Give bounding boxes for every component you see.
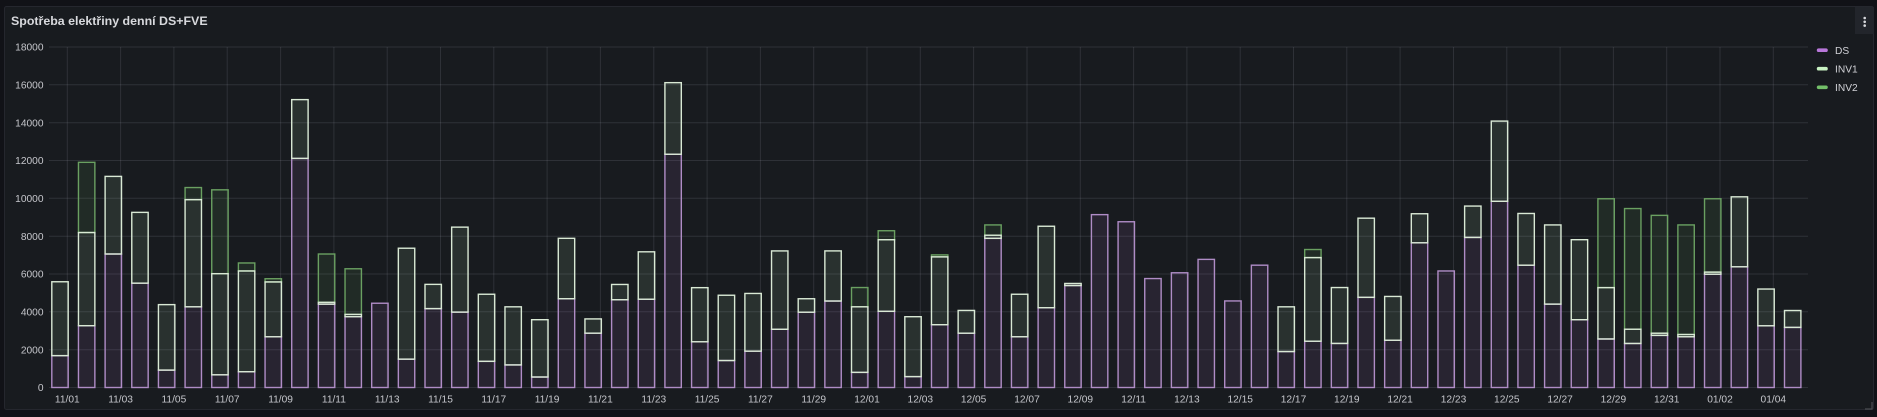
- svg-text:INV1: INV1: [1835, 64, 1858, 75]
- svg-text:12/15: 12/15: [1227, 395, 1253, 406]
- svg-text:12/21: 12/21: [1387, 395, 1413, 406]
- svg-text:11/11: 11/11: [322, 395, 346, 406]
- svg-text:11/09: 11/09: [268, 395, 293, 406]
- svg-text:INV2: INV2: [1835, 83, 1858, 94]
- svg-text:10000: 10000: [15, 194, 44, 205]
- svg-text:12/11: 12/11: [1121, 395, 1146, 406]
- svg-text:11/23: 11/23: [641, 395, 666, 406]
- svg-text:14000: 14000: [15, 118, 44, 129]
- svg-text:12/29: 12/29: [1601, 395, 1627, 406]
- svg-text:12/19: 12/19: [1334, 395, 1360, 406]
- svg-text:2000: 2000: [21, 345, 44, 356]
- svg-text:12/01: 12/01: [854, 395, 880, 406]
- svg-text:12/13: 12/13: [1174, 395, 1200, 406]
- svg-text:11/29: 11/29: [801, 395, 826, 406]
- svg-text:11/25: 11/25: [695, 395, 720, 406]
- svg-text:Spotřeba elektřiny denní DS+FV: Spotřeba elektřiny denní DS+FVE: [11, 14, 208, 28]
- svg-text:11/27: 11/27: [748, 395, 773, 406]
- svg-text:0: 0: [38, 383, 44, 394]
- svg-text:11/15: 11/15: [428, 395, 453, 406]
- svg-text:12/23: 12/23: [1441, 395, 1467, 406]
- svg-text:4000: 4000: [21, 308, 44, 319]
- svg-text:18000: 18000: [15, 43, 44, 54]
- svg-text:11/07: 11/07: [215, 395, 240, 406]
- svg-text:16000: 16000: [15, 81, 44, 92]
- svg-text:8000: 8000: [21, 232, 44, 243]
- svg-text:12/05: 12/05: [961, 395, 987, 406]
- svg-text:11/17: 11/17: [481, 395, 506, 406]
- svg-text:12000: 12000: [15, 156, 44, 167]
- svg-text:12/25: 12/25: [1494, 395, 1520, 406]
- svg-text:DS: DS: [1835, 46, 1849, 57]
- svg-text:12/27: 12/27: [1547, 395, 1573, 406]
- svg-text:12/09: 12/09: [1068, 395, 1094, 406]
- svg-text:12/31: 12/31: [1654, 395, 1680, 406]
- svg-text:11/01: 11/01: [55, 395, 80, 406]
- svg-text:01/04: 01/04: [1761, 395, 1787, 406]
- svg-text:11/21: 11/21: [588, 395, 613, 406]
- svg-text:6000: 6000: [21, 270, 44, 281]
- svg-text:11/03: 11/03: [108, 395, 133, 406]
- svg-text:12/17: 12/17: [1281, 395, 1307, 406]
- svg-text:11/13: 11/13: [375, 395, 400, 406]
- svg-text:11/19: 11/19: [535, 395, 560, 406]
- svg-text:11/05: 11/05: [162, 395, 187, 406]
- svg-text:12/07: 12/07: [1014, 395, 1040, 406]
- svg-text:12/03: 12/03: [908, 395, 934, 406]
- svg-text:01/02: 01/02: [1707, 395, 1733, 406]
